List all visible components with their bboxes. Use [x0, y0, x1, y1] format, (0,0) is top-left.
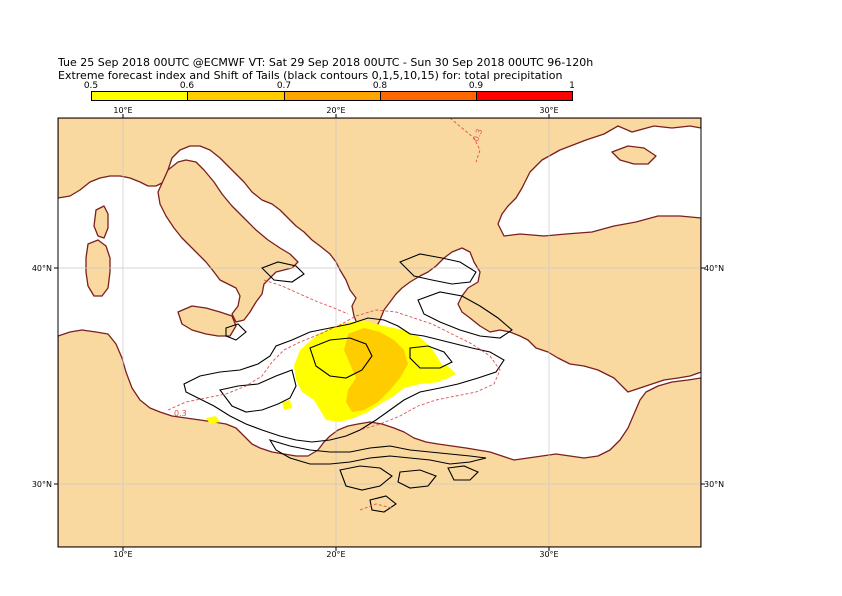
axis-ticks [54, 114, 705, 551]
sot-contours [183, 253, 513, 513]
sot-contour [417, 291, 513, 339]
efi-area-0.5-small [410, 362, 456, 380]
efi-area-0.5-small [282, 400, 292, 410]
map-title-line-2: Extreme forecast index and Shift of Tail… [58, 69, 563, 82]
sot-contour [219, 369, 297, 413]
efi-dashed-contour [167, 309, 501, 431]
lat-label-left: 40°N [32, 264, 52, 273]
land-africa [58, 329, 701, 547]
lon-label-bottom: 30°E [539, 550, 558, 559]
sot-contour [369, 495, 397, 513]
efi-dashed-contour [449, 118, 481, 163]
efi-dashed-contour [359, 503, 393, 511]
colorbar-label: 0.8 [372, 81, 388, 91]
sot-contour [447, 465, 479, 481]
land-sicily [177, 305, 237, 337]
sot-contour [268, 439, 487, 465]
colorbar-bin-0.9-1 [476, 91, 573, 101]
sot-contour [309, 337, 373, 379]
land-crimea [611, 145, 657, 165]
lon-label-bottom: 20°E [326, 550, 345, 559]
colorbar-label: 1 [569, 81, 575, 91]
efi-0.3-contours [167, 118, 501, 511]
sot-contour [183, 317, 505, 443]
lat-label-right: 40°N [704, 264, 724, 273]
colorbar-label: 0.6 [179, 81, 195, 91]
sot-contour [261, 261, 305, 283]
sot-contour [399, 253, 477, 285]
colorbar-label: 0.7 [276, 81, 292, 91]
lat-label-left: 30°N [32, 480, 52, 489]
contour-label: 0.3 [471, 128, 484, 143]
map-frame [57, 117, 702, 548]
lat-label-right: 30°N [704, 480, 724, 489]
map-title-line-1: Tue 25 Sep 2018 00UTC @ECMWF VT: Sat 29 … [58, 56, 594, 69]
lon-label-top: 20°E [326, 106, 345, 115]
efi-area-0.6 [344, 328, 408, 412]
lon-label-top: 10°E [113, 106, 132, 115]
sot-contour [339, 465, 393, 491]
colorbar-label: 0.9 [468, 81, 484, 91]
sot-contour [397, 469, 437, 489]
efi-shading [206, 320, 456, 424]
land-italy [157, 159, 299, 323]
graticule [58, 118, 701, 547]
lon-label-top: 30°E [539, 106, 558, 115]
land-corsica [93, 205, 109, 239]
efi-dashed-contour [263, 279, 349, 315]
lon-label-bottom: 10°E [113, 550, 132, 559]
efi-area-0.5-small [206, 416, 220, 424]
sot-contour [225, 323, 247, 341]
colorbar-label: 0.5 [83, 81, 99, 91]
land-europe [58, 118, 701, 393]
contour-label: 0.3 [174, 409, 187, 418]
sot-contour [409, 345, 453, 369]
